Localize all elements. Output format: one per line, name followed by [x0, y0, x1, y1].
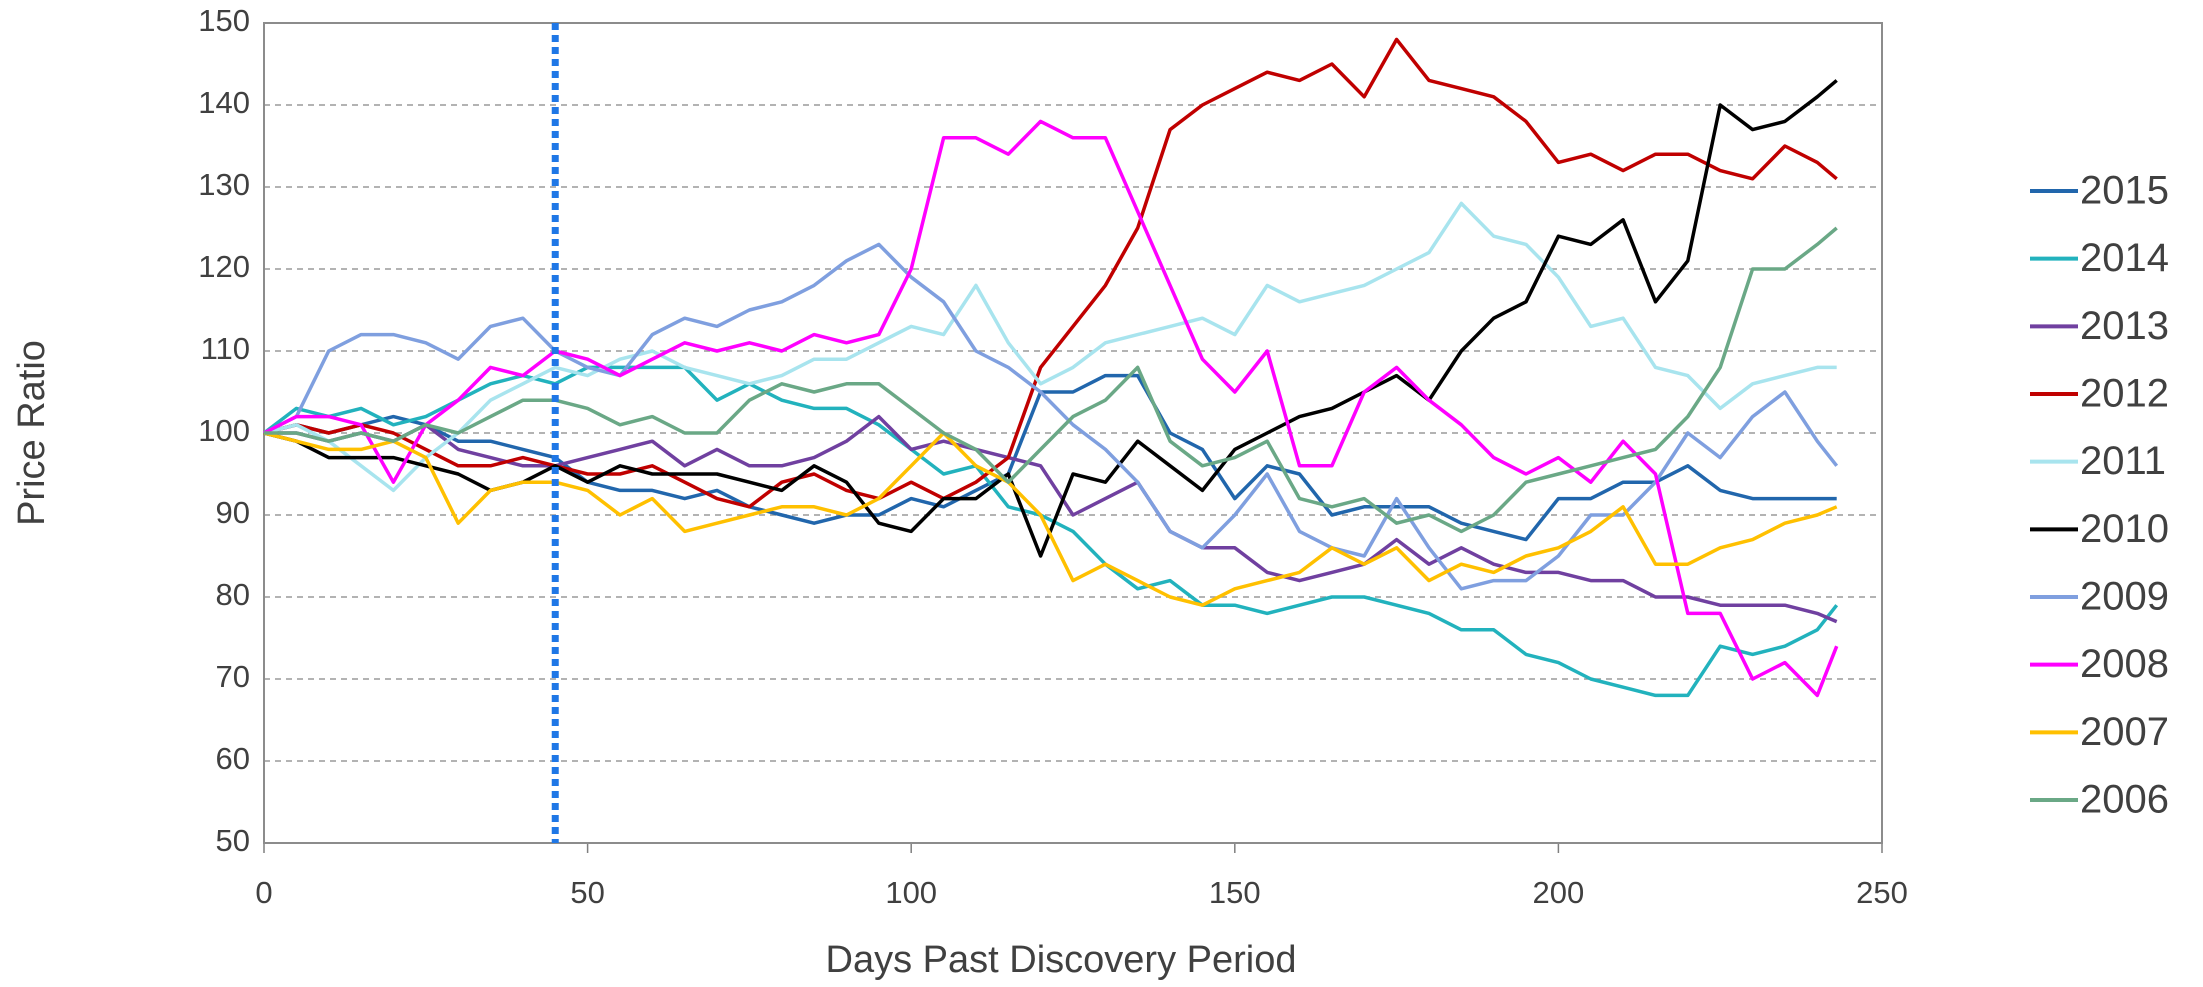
- series-line: [263, 119, 1839, 698]
- series-line: [263, 242, 1839, 591]
- x-tick-label: 100: [885, 875, 937, 910]
- legend-label: 2012: [2080, 372, 2169, 416]
- x-axis-label: Days Past Discovery Period: [826, 939, 1297, 981]
- legend-label: 2009: [2080, 575, 2169, 619]
- series-line: [263, 373, 1837, 542]
- series-line: [264, 414, 1838, 624]
- y-tick-label: 90: [216, 495, 250, 530]
- x-tick-label: 250: [1856, 875, 1908, 910]
- series-line: [263, 37, 1838, 509]
- x-tick-label: 0: [255, 875, 272, 910]
- x-tick-label: 150: [1209, 875, 1261, 910]
- series-line: [263, 79, 1838, 558]
- y-tick-label: 80: [216, 577, 250, 612]
- y-tick-label: 130: [198, 167, 250, 202]
- y-tick-label: 60: [216, 741, 250, 776]
- legend-label: 2013: [2080, 304, 2169, 348]
- y-axis-label: Price Ratio: [11, 340, 53, 526]
- x-tick-label: 200: [1533, 875, 1585, 910]
- legend-label: 2010: [2080, 507, 2169, 551]
- legend-label: 2015: [2080, 169, 2169, 213]
- series-line: [264, 226, 1838, 534]
- y-tick-label: 70: [216, 659, 250, 694]
- series-line: [262, 365, 1839, 698]
- legend-label: 2007: [2080, 710, 2169, 754]
- legend-label: 2006: [2080, 778, 2169, 822]
- series-line: [263, 431, 1838, 607]
- legend-label: 2008: [2080, 642, 2169, 686]
- y-tick-label: 50: [216, 823, 250, 858]
- legend-label: 2011: [2080, 439, 2166, 483]
- y-tick-label: 100: [198, 413, 250, 448]
- y-tick-label: 120: [198, 249, 250, 284]
- y-tick-label: 140: [198, 85, 250, 120]
- y-tick-label: 150: [198, 3, 250, 38]
- y-tick-label: 110: [201, 331, 250, 366]
- legend-label: 2014: [2080, 236, 2169, 280]
- series-line: [263, 201, 1837, 493]
- x-tick-label: 50: [570, 875, 604, 910]
